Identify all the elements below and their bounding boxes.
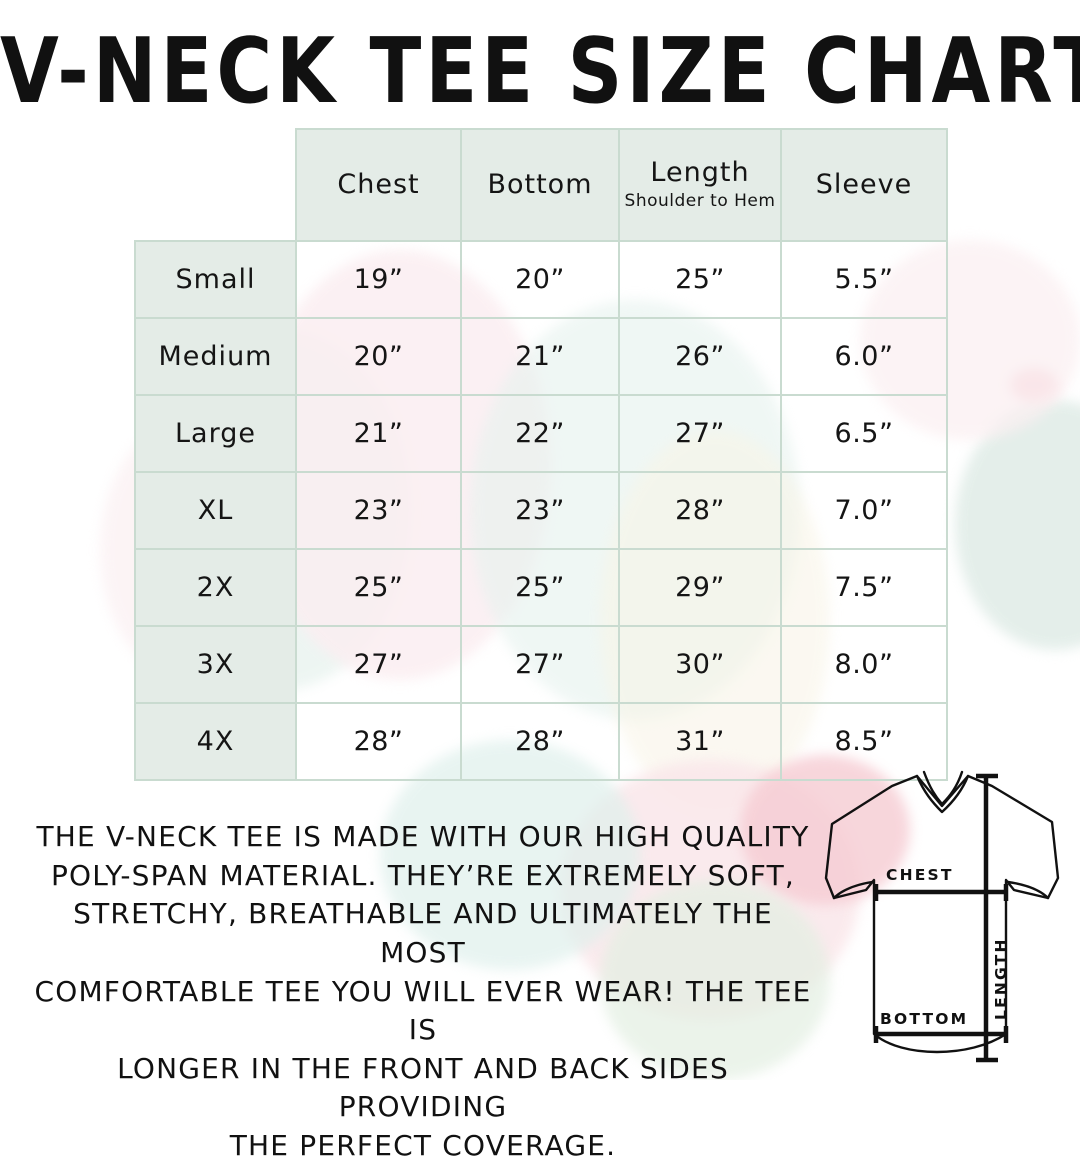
table-row: Medium 20” 21” 26” 6.0” (134, 317, 948, 396)
column-header-chest: Chest (295, 128, 462, 242)
size-chart-table: Chest Bottom Length Shoulder to Hem Slee… (134, 128, 948, 781)
table-row: 3X 27” 27” 30” 8.0” (134, 625, 948, 704)
table-corner-cell (135, 129, 296, 241)
page-title: V-NECK TEE SIZE CHART (0, 18, 1080, 124)
description-line: THE V-NECK TEE IS MADE WITH OUR HIGH QUA… (36, 820, 810, 853)
cell-sleeve: 7.0” (780, 471, 948, 550)
cell-sleeve: 5.5” (780, 240, 948, 319)
cell-bottom: 23” (460, 471, 620, 550)
cell-length: 30” (618, 625, 782, 704)
row-size-label: 4X (134, 702, 297, 781)
cell-chest: 23” (295, 471, 462, 550)
cell-length: 25” (618, 240, 782, 319)
column-header-bottom: Bottom (460, 128, 620, 242)
row-size-label: Small (134, 240, 297, 319)
column-header-length: Length Shoulder to Hem (618, 128, 782, 242)
column-header-length-label: Length (650, 157, 750, 189)
bottom-measurement-label: BOTTOM (880, 1010, 968, 1028)
column-header-sleeve-label: Sleeve (815, 168, 913, 200)
column-header-sleeve: Sleeve (780, 128, 948, 242)
cell-bottom: 21” (460, 317, 620, 396)
cell-length: 26” (618, 317, 782, 396)
column-header-bottom-label: Bottom (487, 168, 593, 200)
row-size-label: 3X (134, 625, 297, 704)
cell-sleeve: 8.0” (780, 625, 948, 704)
cell-chest: 27” (295, 625, 462, 704)
table-row: XL 23” 23” 28” 7.0” (134, 471, 948, 550)
table-body: Small 19” 20” 25” 5.5” Medium 20” 21” 26… (134, 240, 948, 781)
row-size-label: 2X (134, 548, 297, 627)
cell-chest: 20” (295, 317, 462, 396)
cell-bottom: 20” (460, 240, 620, 319)
column-header-length-sublabel: Shoulder to Hem (624, 190, 776, 211)
column-header-chest-label: Chest (337, 168, 420, 200)
cell-chest: 19” (295, 240, 462, 319)
cell-sleeve: 7.5” (780, 548, 948, 627)
cell-bottom: 27” (460, 625, 620, 704)
cell-sleeve: 6.5” (780, 394, 948, 473)
table-row: Large 21” 22” 27” 6.5” (134, 394, 948, 473)
description-line: STRETCHY, BREATHABLE AND ULTIMATELY THE … (73, 897, 773, 969)
cell-sleeve: 6.0” (780, 317, 948, 396)
chest-measurement-label: CHEST (886, 866, 954, 884)
cell-length: 28” (618, 471, 782, 550)
description-line: COMFORTABLE TEE YOU WILL EVER WEAR! THE … (34, 974, 812, 1047)
table-header: Chest Bottom Length Shoulder to Hem Slee… (135, 128, 948, 242)
table-row: 2X 25” 25” 29” 7.5” (134, 548, 948, 627)
tee-measurement-diagram: CHEST BOTTOM LENGTH (820, 762, 1072, 1074)
cell-length: 29” (618, 548, 782, 627)
length-measurement-label: LENGTH (992, 937, 1010, 1020)
row-size-label: Large (134, 394, 297, 473)
cell-chest: 28” (295, 702, 462, 781)
row-size-label: Medium (134, 317, 297, 396)
row-size-label: XL (134, 471, 297, 550)
cell-length: 27” (618, 394, 782, 473)
size-chart-page: V-NECK TEE SIZE CHART Chest Bottom Lengt… (0, 18, 1080, 1162)
cell-chest: 25” (295, 548, 462, 627)
product-description: THE V-NECK TEE IS MADE WITH OUR HIGH QUA… (28, 818, 818, 1166)
cell-length: 31” (618, 702, 782, 781)
description-line: THE PERFECT COVERAGE. (229, 1129, 617, 1162)
cell-chest: 21” (295, 394, 462, 473)
cell-bottom: 25” (460, 548, 620, 627)
length-measurement-line (976, 773, 998, 1063)
table-header-row: Chest Bottom Length Shoulder to Hem Slee… (135, 128, 948, 242)
description-line: LONGER IN THE FRONT AND BACK SIDES PROVI… (117, 1051, 729, 1124)
cell-bottom: 22” (460, 394, 620, 473)
table-row: Small 19” 20” 25” 5.5” (134, 240, 948, 319)
cell-bottom: 28” (460, 702, 620, 781)
description-line: POLY-SPAN MATERIAL. THEY’RE EXTREMELY SO… (50, 858, 796, 892)
